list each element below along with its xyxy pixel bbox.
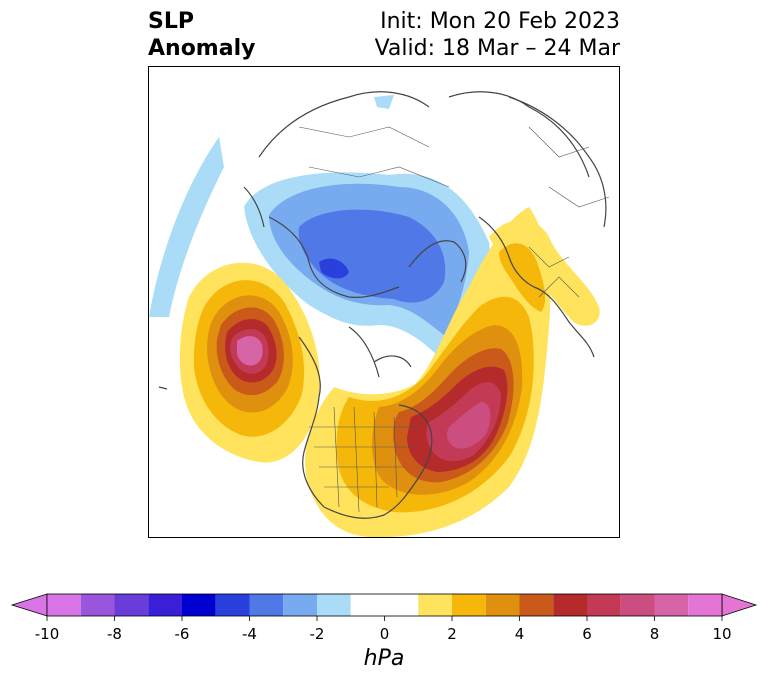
colorbar-cell (283, 594, 317, 616)
colorbar-tick-label: 4 (515, 625, 525, 643)
title-left: SLP Anomaly (148, 8, 255, 62)
colorbar: -10 -8 -6 -4 -2 0 2 4 6 8 10 (10, 593, 758, 643)
neg-anomaly-arctic (244, 95, 490, 369)
colorbar-cell (418, 594, 452, 616)
colorbar-cell (485, 594, 520, 616)
colorbar-cell (620, 594, 655, 616)
colorbar-extend-max (721, 593, 758, 617)
colorbar-tick-label: -4 (242, 625, 257, 643)
colorbar-tick-label: 10 (712, 625, 731, 643)
colorbar-unit-label: hPa (363, 646, 405, 671)
colorbar-ticks: -10 -8 -6 -4 -2 0 2 4 6 8 10 (35, 616, 732, 643)
colorbar-cell (688, 594, 722, 616)
colorbar-tick-label: 8 (650, 625, 660, 643)
colorbar-cell (215, 594, 250, 616)
title-variable-sub: Anomaly (148, 36, 256, 61)
colorbar-cell (249, 594, 284, 616)
title-right: Init: Mon 20 Feb 2023 Valid: 18 Mar – 24… (375, 8, 620, 62)
pos-anomaly-pacific (179, 262, 320, 463)
init-date: Init: Mon 20 Feb 2023 (380, 9, 620, 34)
colorbar-tick-label: -6 (175, 625, 190, 643)
colorbar-tick-label: -8 (107, 625, 122, 643)
colorbar-cell (317, 594, 351, 616)
colorbar-cell (587, 594, 621, 616)
colorbar-cell (182, 594, 216, 616)
colorbar-cells (10, 593, 758, 617)
map-panel (148, 66, 620, 538)
colorbar-cell (114, 594, 149, 616)
colorbar-cell (148, 594, 182, 616)
valid-range: Valid: 18 Mar – 24 Mar (374, 36, 620, 61)
colorbar-extend-min (10, 593, 48, 617)
neg-anomaly-pacific-arc (149, 137, 224, 317)
colorbar-cell (452, 594, 486, 616)
slp-anomaly-map (149, 91, 610, 537)
title-variable: SLP (148, 9, 194, 34)
colorbar-tick-label: 6 (582, 625, 592, 643)
colorbar-tick-label: 0 (380, 625, 390, 643)
colorbar-cell (654, 594, 689, 616)
colorbar-cell (553, 594, 587, 616)
colorbar-tick-label: 2 (447, 625, 457, 643)
coastlines (158, 91, 607, 519)
colorbar-cell (80, 594, 115, 616)
political-borders (298, 126, 610, 513)
pos-anomaly-atlantic (305, 207, 600, 537)
colorbar-cell (350, 594, 419, 616)
colorbar-tick-label: -2 (310, 625, 325, 643)
colorbar-cell (47, 594, 81, 616)
colorbar-tick-label: -10 (35, 625, 60, 643)
colorbar-cell (519, 594, 554, 616)
